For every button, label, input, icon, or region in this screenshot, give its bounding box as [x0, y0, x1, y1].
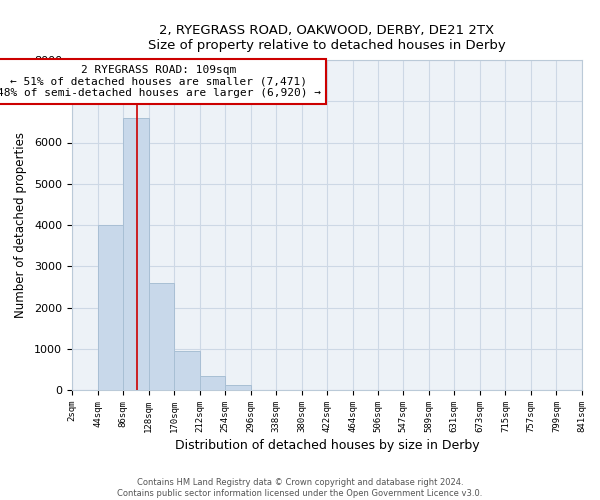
Text: Contains HM Land Registry data © Crown copyright and database right 2024.
Contai: Contains HM Land Registry data © Crown c… — [118, 478, 482, 498]
Bar — [225, 385, 251, 390]
Bar — [174, 351, 200, 390]
Title: 2, RYEGRASS ROAD, OAKWOOD, DERBY, DE21 2TX
Size of property relative to detached: 2, RYEGRASS ROAD, OAKWOOD, DERBY, DE21 2… — [148, 24, 506, 52]
Bar — [149, 283, 174, 390]
X-axis label: Distribution of detached houses by size in Derby: Distribution of detached houses by size … — [175, 439, 479, 452]
Bar — [200, 376, 225, 390]
Text: 2 RYEGRASS ROAD: 109sqm
← 51% of detached houses are smaller (7,471)
48% of semi: 2 RYEGRASS ROAD: 109sqm ← 51% of detache… — [0, 65, 320, 98]
Y-axis label: Number of detached properties: Number of detached properties — [14, 132, 27, 318]
Bar — [123, 118, 149, 390]
Bar — [98, 225, 123, 390]
